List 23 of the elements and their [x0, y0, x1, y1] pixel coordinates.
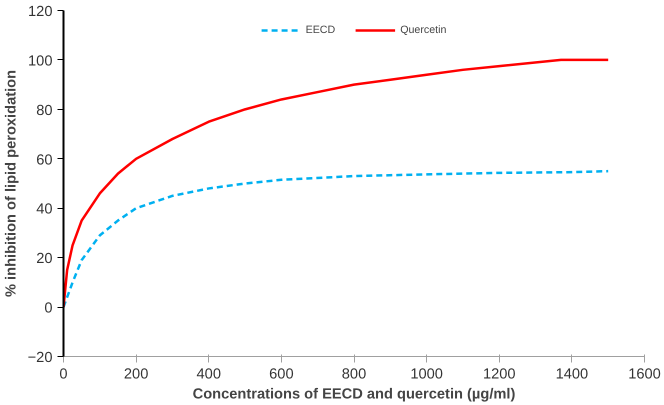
- legend-label: EECD: [306, 24, 336, 36]
- y-tick-label: 80: [36, 102, 53, 119]
- y-tick-label: 40: [36, 202, 53, 218]
- x-tick-label: 1400: [556, 366, 588, 382]
- x-tick-label: 0: [59, 366, 68, 382]
- x-tick-label: 1600: [628, 366, 661, 382]
- x-tick-label: 200: [124, 366, 148, 382]
- x-tick-label: 800: [342, 366, 366, 382]
- y-tick-label: 20: [36, 251, 53, 268]
- y-tick-label: −20: [28, 350, 53, 366]
- y-tick-label: 0: [44, 300, 53, 317]
- y-axis-title: % inhibition of lipid peroxidation: [4, 70, 20, 298]
- x-tick-label: 600: [269, 366, 294, 382]
- line-series: [64, 170, 610, 308]
- y-tick-label: 120: [28, 4, 53, 20]
- legend-label: Quercetin: [400, 24, 446, 36]
- x-tick-label: 1200: [482, 366, 516, 382]
- x-tick-label: 1000: [410, 366, 443, 382]
- y-tick-label: 100: [28, 53, 53, 70]
- x-axis-title: Concentrations of EECD and quercetin (µg/ml): [192, 386, 516, 402]
- y-tick-label: 60: [36, 152, 53, 168]
- x-tick-label: 400: [196, 366, 221, 382]
- line-series: [64, 58, 610, 308]
